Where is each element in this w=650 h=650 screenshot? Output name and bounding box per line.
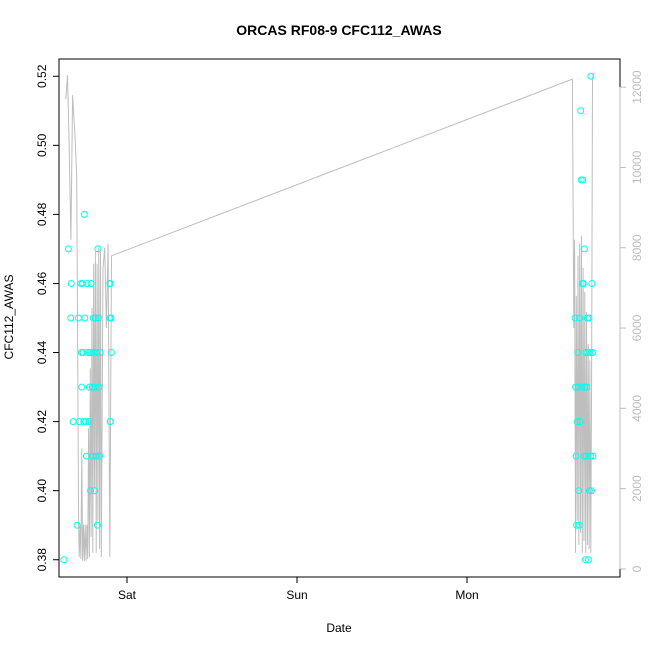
x-axis: Sat Sun Mon — [118, 577, 479, 602]
data-point — [573, 418, 581, 426]
data-point — [586, 452, 594, 460]
data-point — [85, 418, 93, 426]
data-point — [106, 280, 114, 287]
data-point — [579, 176, 587, 184]
data-point — [587, 72, 595, 80]
data-point — [575, 521, 583, 529]
data-point — [92, 314, 100, 322]
data-point — [575, 487, 583, 495]
data-point — [585, 314, 593, 322]
data-point — [584, 349, 592, 356]
data-point — [588, 280, 596, 287]
data-point — [577, 107, 585, 115]
right-tick-label: 10000 — [630, 150, 644, 184]
right-tick-label: 6000 — [630, 314, 644, 341]
data-point — [80, 418, 88, 426]
data-point — [95, 383, 103, 391]
data-point — [89, 452, 97, 460]
data-point — [82, 418, 90, 426]
data-point — [83, 280, 91, 287]
right-tick-label: 8000 — [630, 234, 644, 261]
data-point — [107, 349, 115, 356]
data-point — [60, 556, 68, 564]
altitude-line-layer — [65, 75, 594, 561]
data-point — [69, 418, 77, 426]
data-point — [94, 314, 102, 322]
right-tick-label: 0 — [630, 565, 644, 572]
data-point — [571, 314, 579, 322]
data-point — [576, 418, 584, 426]
data-point — [579, 280, 587, 287]
data-point — [67, 280, 75, 287]
data-point — [87, 487, 94, 495]
data-point — [74, 314, 82, 322]
y-tick-label: 0.48 — [35, 202, 49, 226]
data-point — [91, 487, 98, 495]
data-point — [67, 314, 75, 322]
data-point — [581, 383, 589, 391]
data-point — [94, 245, 102, 253]
y-tick-label: 0.38 — [35, 548, 49, 572]
data-point — [106, 418, 114, 426]
y-tick-label: 0.50 — [35, 133, 49, 157]
right-tick-label: 2000 — [630, 475, 644, 502]
data-point — [574, 383, 582, 391]
data-point — [96, 452, 104, 460]
x-axis-label: Date — [326, 621, 352, 635]
data-point — [89, 314, 97, 322]
altitude-series-line — [65, 75, 594, 561]
data-point — [79, 280, 87, 287]
data-point — [580, 452, 588, 460]
data-point — [93, 349, 101, 356]
data-point — [589, 452, 597, 460]
right-y-axis: 0 2000 4000 6000 8000 10000 12000 — [619, 70, 644, 572]
y-tick-label: 0.52 — [35, 64, 49, 88]
y-tick-label: 0.46 — [35, 271, 49, 295]
plot-frame — [58, 58, 621, 578]
data-point — [79, 349, 87, 356]
x-tick-label: Sat — [118, 588, 137, 602]
data-point — [107, 314, 115, 322]
data-point — [572, 452, 580, 460]
data-point — [75, 418, 83, 426]
y-axis-label: CFC112_AWAS — [2, 275, 16, 360]
data-point — [80, 210, 88, 218]
y-axis: 0.38 0.40 0.42 0.44 0.46 0.48 0.50 0.52 — [35, 64, 59, 571]
y-tick-label: 0.44 — [35, 341, 49, 365]
data-point — [88, 349, 96, 356]
data-point — [587, 487, 595, 495]
point-layer — [60, 72, 597, 564]
data-point — [589, 349, 596, 356]
data-point — [582, 452, 590, 460]
data-point — [582, 349, 590, 356]
data-point — [87, 280, 95, 287]
data-point — [583, 383, 591, 391]
data-point — [73, 521, 81, 529]
data-point — [574, 349, 582, 356]
data-point — [64, 245, 72, 253]
x-tick-label: Mon — [455, 588, 478, 602]
y-tick-label: 0.40 — [35, 479, 49, 503]
data-point — [580, 245, 588, 253]
data-point — [586, 349, 594, 356]
data-point — [576, 314, 584, 322]
data-point — [93, 521, 101, 529]
right-tick-label: 12000 — [630, 70, 644, 104]
data-point — [88, 383, 96, 391]
data-point — [81, 314, 89, 322]
data-point — [92, 452, 100, 460]
data-point — [581, 556, 589, 564]
chart-title: ORCAS RF08-9 CFC112_AWAS — [236, 22, 441, 38]
right-tick-label: 4000 — [630, 395, 644, 422]
data-point — [584, 556, 592, 564]
data-point — [578, 383, 586, 391]
y-tick-label: 0.42 — [35, 410, 49, 434]
data-point — [78, 383, 86, 391]
data-point — [91, 383, 99, 391]
data-point — [573, 521, 581, 529]
x-tick-label: Sun — [286, 588, 307, 602]
data-point — [585, 487, 593, 495]
data-point — [96, 349, 104, 356]
